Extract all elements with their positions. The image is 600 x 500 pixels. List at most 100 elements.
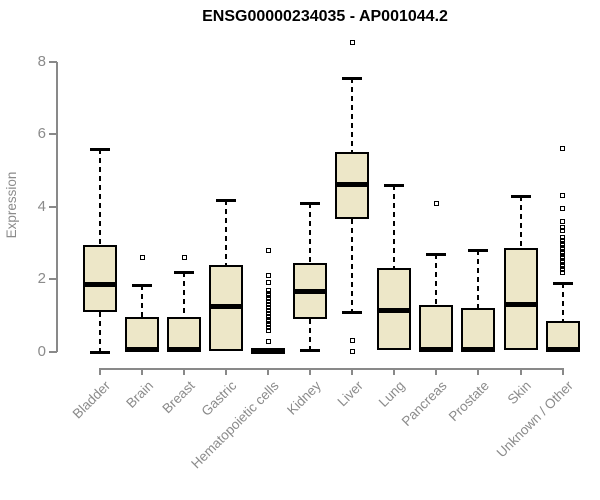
outlier-point xyxy=(349,39,355,45)
outlier-point xyxy=(265,313,271,319)
box-iqr xyxy=(503,248,538,350)
box-iqr xyxy=(125,317,160,352)
outlier-point xyxy=(560,253,566,259)
upper-whisker-cap xyxy=(552,281,573,285)
x-axis-tick xyxy=(477,368,480,375)
outlier-point xyxy=(265,302,271,308)
outlier-point xyxy=(265,305,271,310)
x-axis-tick xyxy=(309,368,312,375)
outlier-point xyxy=(265,247,271,253)
outlier-point xyxy=(265,325,271,331)
outlier-point xyxy=(560,251,566,257)
outlier-point xyxy=(560,269,566,275)
outlier-point xyxy=(265,280,271,286)
outlier-point xyxy=(349,338,355,344)
upper-whisker-cap xyxy=(510,194,531,198)
outlier-point xyxy=(265,290,271,296)
upper-whisker-cap xyxy=(216,198,237,202)
outlier-point xyxy=(560,193,566,199)
outlier-point xyxy=(433,200,439,206)
lower-whisker-line xyxy=(309,319,312,350)
outlier-point xyxy=(265,307,271,313)
x-tick-label: Skin xyxy=(504,378,535,408)
x-axis-tick xyxy=(183,368,186,375)
outlier-point xyxy=(349,349,355,355)
median-line xyxy=(209,303,244,309)
outlier-point xyxy=(560,225,566,231)
median-line xyxy=(377,307,412,313)
box-iqr xyxy=(461,308,496,352)
median-line xyxy=(545,347,580,353)
x-axis-tick xyxy=(225,368,228,375)
upper-whisker-cap xyxy=(468,249,489,253)
median-line xyxy=(125,347,160,353)
x-tick-label: Pancreas xyxy=(399,378,451,429)
outlier-point xyxy=(265,287,271,293)
outlier-point xyxy=(265,322,271,328)
upper-whisker-line xyxy=(183,272,186,318)
outlier-point xyxy=(265,316,271,322)
box-iqr xyxy=(419,304,454,352)
x-tick-label: Liver xyxy=(334,378,366,410)
outlier-point xyxy=(560,146,566,152)
chart-title: ENSG00000234035 - AP001044.2 xyxy=(202,8,448,25)
outlier-point xyxy=(265,310,271,316)
upper-whisker-line xyxy=(99,148,101,245)
upper-whisker-cap xyxy=(342,77,363,81)
x-tick-label: Unknown / Other xyxy=(493,378,577,461)
x-tick-label: Bladder xyxy=(70,378,114,422)
outlier-point xyxy=(560,240,566,246)
y-tick-label: 8 xyxy=(37,52,46,70)
y-axis-tick xyxy=(49,133,57,136)
upper-whisker-cap xyxy=(132,283,153,287)
x-axis-tick xyxy=(435,368,438,375)
median-line xyxy=(167,347,202,353)
median-line xyxy=(461,347,496,353)
outlier-point xyxy=(560,264,566,270)
lower-whisker-cap xyxy=(90,350,110,354)
y-axis-line xyxy=(56,61,58,352)
median-line xyxy=(251,348,286,354)
y-axis-tick xyxy=(49,205,57,208)
x-tick-label: Lung xyxy=(376,378,408,410)
outlier-point xyxy=(265,296,271,302)
upper-whisker-line xyxy=(225,199,228,265)
outlier-point xyxy=(139,255,145,261)
y-tick-label: 4 xyxy=(37,197,46,215)
box-iqr xyxy=(83,244,117,312)
median-line xyxy=(419,347,454,353)
upper-whisker-cap xyxy=(384,184,405,188)
upper-whisker-cap xyxy=(300,202,321,206)
upper-whisker-line xyxy=(351,78,354,153)
upper-whisker-cap xyxy=(426,252,447,256)
median-line xyxy=(335,181,370,187)
upper-whisker-line xyxy=(393,185,396,269)
y-tick-label: 6 xyxy=(37,125,46,143)
outlier-point xyxy=(560,228,566,234)
outlier-point xyxy=(560,248,566,254)
outlier-point xyxy=(265,328,271,334)
x-axis-tick xyxy=(141,368,144,375)
upper-whisker-line xyxy=(561,282,564,321)
x-axis-line xyxy=(99,368,564,370)
outlier-point xyxy=(181,255,187,261)
lower-whisker-line xyxy=(351,219,354,312)
outlier-point xyxy=(560,238,566,243)
y-tick-label: 0 xyxy=(37,342,46,360)
upper-whisker-line xyxy=(477,250,480,309)
x-axis-tick xyxy=(561,368,564,375)
outlier-point xyxy=(560,218,566,224)
x-axis-tick xyxy=(393,368,396,375)
lower-whisker-cap xyxy=(342,310,363,314)
outlier-point xyxy=(560,235,566,241)
outlier-point xyxy=(265,299,271,305)
outlier-point xyxy=(560,261,566,267)
outlier-point xyxy=(265,339,271,345)
median-line xyxy=(83,282,117,288)
outlier-point xyxy=(560,243,566,249)
box-iqr xyxy=(167,317,202,352)
x-axis-tick xyxy=(351,368,354,375)
x-axis-tick xyxy=(99,368,101,375)
outlier-point xyxy=(560,256,566,262)
